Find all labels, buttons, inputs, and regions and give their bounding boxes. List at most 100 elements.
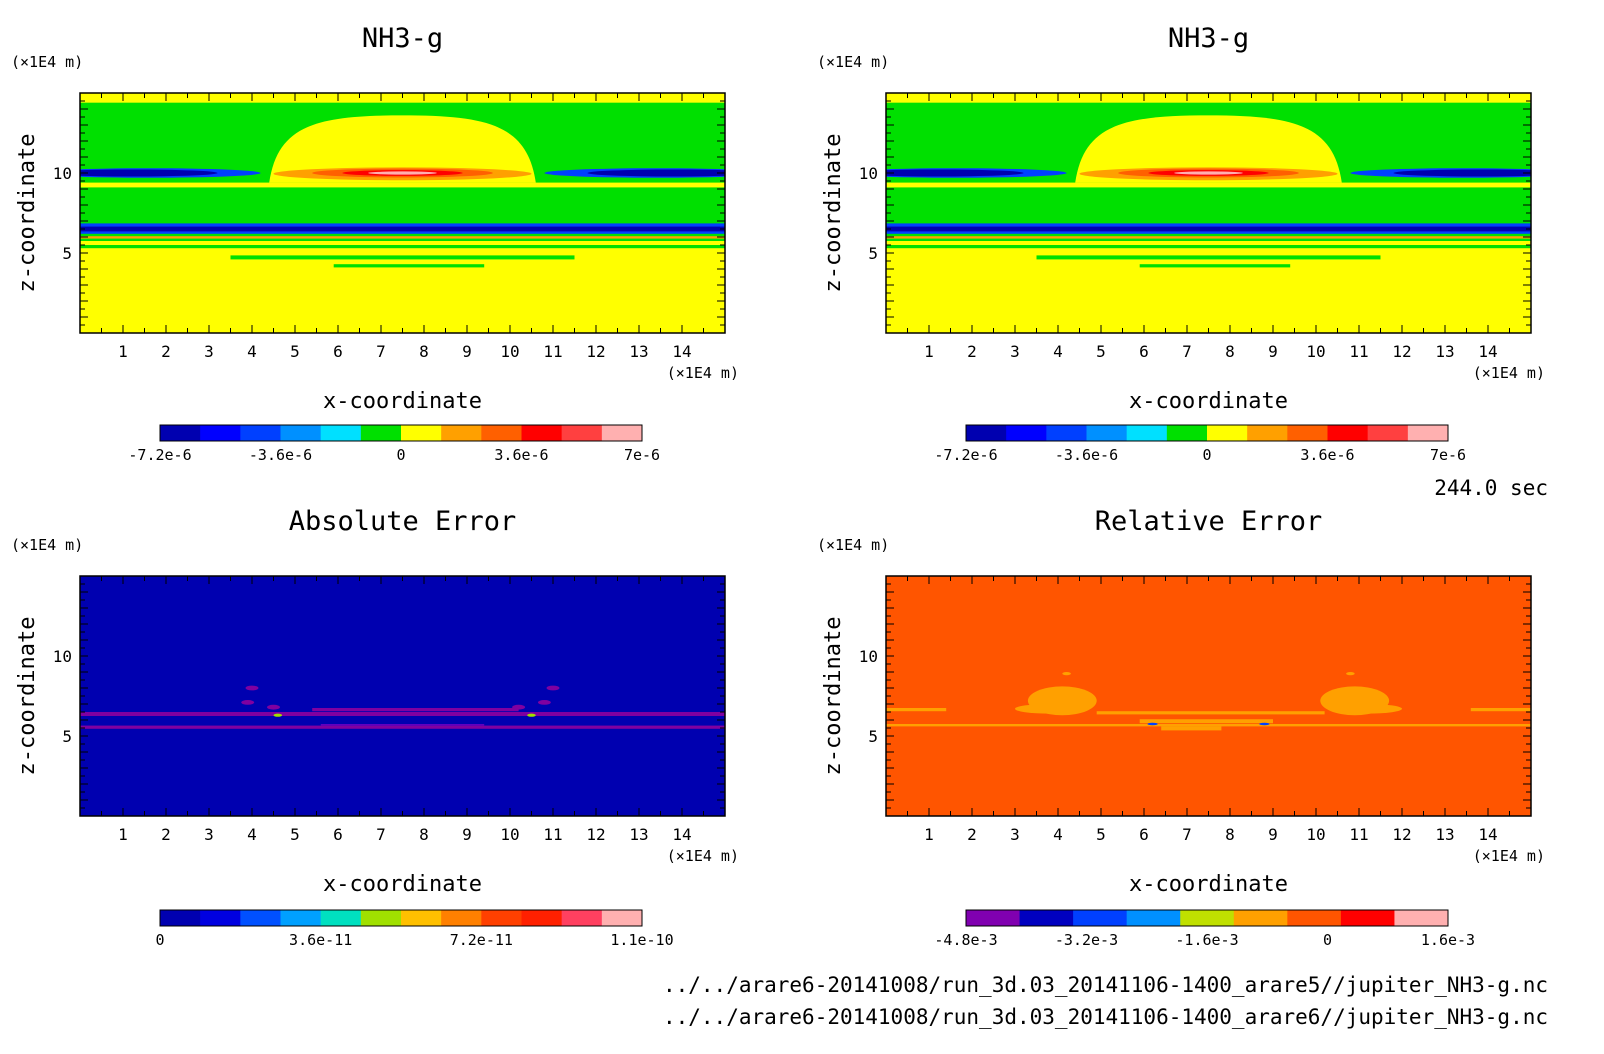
colorbar-frame [159, 909, 643, 927]
field-blob [512, 704, 526, 710]
x-tick-label: 6 [333, 342, 343, 361]
panel-3: Relative Error(×1E4 m)1 2 3 4 5 6 7 8 9 10 11 12 13 1… [817, 506, 1545, 949]
colorbar-tick-label: 3.6e-11 [289, 931, 352, 949]
x-tick-label: 5 [1096, 825, 1106, 844]
x-tick-label: 13 [629, 825, 648, 844]
x-tick-label: 3 [204, 342, 214, 361]
y-tick-label: 10 [859, 164, 878, 183]
colorbar-swatch [240, 910, 281, 926]
field-blob [546, 685, 560, 691]
y-unit-label: (×1E4 m) [817, 53, 889, 71]
colorbar-swatch [280, 425, 322, 441]
colorbar-tick-label: 3.6e-6 [1300, 446, 1354, 464]
x-tick-label: 10 [1306, 342, 1325, 361]
field-band [886, 708, 947, 712]
field-band [80, 249, 725, 253]
colorbar-swatch [1394, 910, 1449, 926]
y-tick-label: 5 [62, 244, 72, 263]
x-tick-label: 10 [500, 342, 519, 361]
chart-title: Relative Error [1095, 506, 1323, 537]
colorbar-swatch [401, 425, 442, 441]
x-tick-label: 9 [1268, 342, 1278, 361]
field-background [80, 576, 725, 816]
x-tick-label: 10 [1306, 825, 1325, 844]
x-tick-label: 14 [1478, 825, 1497, 844]
colorbar-swatch [1287, 910, 1342, 926]
y-axis-label: z-coordinate [821, 134, 846, 293]
colorbar-swatch [441, 910, 482, 926]
x-tick-label: 4 [1053, 825, 1063, 844]
chart-title: NH3-g [1168, 23, 1249, 54]
x-tick-label: 8 [1225, 825, 1235, 844]
field-blob [527, 713, 536, 717]
time-label: 244.0 sec [1434, 476, 1548, 500]
field-blob [1062, 672, 1071, 676]
colorbar-swatch [1340, 910, 1395, 926]
x-tick-label: 14 [1478, 342, 1497, 361]
x-tick-label: 11 [1349, 825, 1368, 844]
colorbar-tick-label: 7.2e-11 [450, 931, 513, 949]
field-blob [537, 700, 551, 705]
colorbar-tick-label: -4.8e-3 [934, 931, 997, 949]
x-tick-label: 8 [1225, 342, 1235, 361]
y-unit-label: (×1E4 m) [11, 53, 83, 71]
field-band [886, 249, 1531, 253]
file-path-2: ../../arare6-20141008/run_3d.03_20141106… [663, 1005, 1548, 1029]
x-tick-label: 4 [247, 342, 257, 361]
colorbar-tick-label: -7.2e-6 [128, 446, 191, 464]
field-blob [1346, 672, 1355, 676]
y-axis-label: z-coordinate [15, 134, 40, 293]
colorbar-swatch [481, 425, 522, 441]
x-unit-label: (×1E4 m) [1473, 847, 1545, 865]
colorbar-swatch [320, 910, 362, 926]
colorbar-tick-label: 0 [1323, 931, 1332, 949]
y-tick-label: 5 [868, 244, 878, 263]
x-tick-label: 6 [1139, 825, 1149, 844]
field-band-purple [312, 708, 519, 712]
panel-0: NH3-g(×1E4 m)1 2 3 4 5 6 7 8 9 10 11 12 13 14510(×1E4… [11, 23, 739, 464]
colorbar-swatch [966, 910, 1021, 926]
x-unit-label: (×1E4 m) [667, 364, 739, 382]
x-tick-label: 9 [462, 825, 472, 844]
heatmap-field [886, 93, 1531, 333]
colorbar-tick-label: -7.2e-6 [934, 446, 997, 464]
field-band-top [80, 95, 725, 103]
x-unit-label: (×1E4 m) [667, 847, 739, 865]
colorbar-swatch [601, 425, 643, 441]
y-unit-label: (×1E4 m) [11, 536, 83, 554]
colorbar-swatch [521, 425, 563, 441]
x-tick-label: 1 [924, 825, 934, 844]
x-tick-label: 11 [543, 825, 562, 844]
x-tick-label: 7 [376, 825, 386, 844]
x-tick-label: 12 [1392, 825, 1411, 844]
x-tick-label: 5 [290, 342, 300, 361]
x-tick-label: 8 [419, 825, 429, 844]
field-band-navy [886, 226, 1531, 232]
colorbar-swatch [521, 910, 563, 926]
field-band [80, 182, 725, 188]
colorbar-frame [159, 424, 643, 442]
x-axis-label: x-coordinate [1129, 389, 1288, 414]
field-band-orange [886, 236, 1531, 239]
x-tick-label: 12 [586, 342, 605, 361]
colorbar-swatch [1086, 425, 1128, 441]
colorbar-swatch [1166, 425, 1208, 441]
panel-1: NH3-g(×1E4 m)1 2 3 4 5 6 7 8 9 10 11 12 13 14510(×1E4… [817, 23, 1545, 464]
y-axis-label: z-coordinate [821, 617, 846, 776]
field-band-navy [80, 226, 725, 232]
colorbar-tick-label: 0 [1202, 446, 1211, 464]
field-band-purple [80, 725, 725, 729]
colorbar-swatch [1287, 425, 1328, 441]
x-tick-label: 3 [204, 825, 214, 844]
colorbar-swatch [360, 425, 402, 441]
y-tick-label: 5 [62, 727, 72, 746]
colorbar-tick-label: 1.1e-10 [610, 931, 673, 949]
colorbar-swatch [360, 910, 402, 926]
field-band [1096, 711, 1325, 715]
x-tick-label: 1 [118, 342, 128, 361]
y-tick-label: 10 [53, 164, 72, 183]
x-tick-label: 13 [1435, 342, 1454, 361]
colorbar-tick-label: -3.6e-6 [249, 446, 312, 464]
colorbar-tick-label: 0 [396, 446, 405, 464]
field-blob [1393, 169, 1531, 177]
